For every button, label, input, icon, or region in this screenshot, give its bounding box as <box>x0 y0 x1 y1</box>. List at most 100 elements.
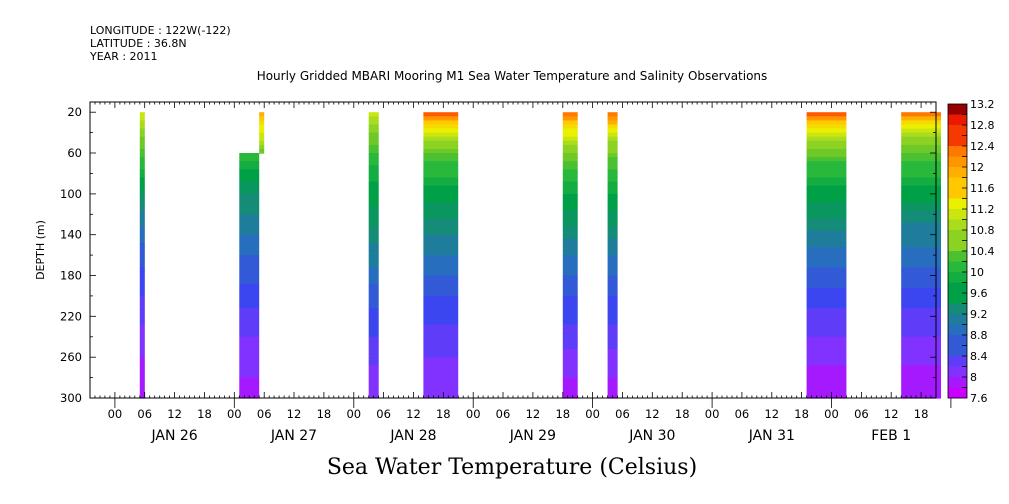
x-tick-label: 00 <box>824 407 839 421</box>
heatmap-cell <box>901 332 941 338</box>
heatmap-cell <box>607 124 618 130</box>
heatmap-cell <box>607 332 618 338</box>
heatmap-cell <box>423 124 459 130</box>
heatmap-cell <box>139 169 145 175</box>
heatmap-cell <box>423 316 459 321</box>
heatmap-cell <box>562 206 578 211</box>
heatmap-cell <box>901 304 941 309</box>
heatmap-cell <box>239 234 260 240</box>
heatmap-cell <box>139 173 145 179</box>
heatmap-cell <box>806 389 847 395</box>
heatmap-cell <box>562 349 578 354</box>
heatmap-cell <box>139 312 145 317</box>
colorbar-swatch <box>948 104 967 115</box>
heatmap-cell <box>806 173 847 179</box>
heatmap-cell <box>368 369 379 375</box>
heatmap-cell <box>901 381 941 387</box>
heatmap-cell <box>139 393 145 399</box>
colorbar-swatch <box>948 261 967 273</box>
heatmap-cell <box>239 373 260 379</box>
x-tick-label: 12 <box>287 407 302 421</box>
heatmap-cell <box>423 381 459 387</box>
heatmap-cell <box>562 214 578 219</box>
heatmap-cell <box>368 189 379 195</box>
heatmap-cell <box>607 214 618 219</box>
heatmap-cell <box>139 275 145 281</box>
heatmap-cell <box>806 210 847 215</box>
heatmap-cell <box>806 222 847 228</box>
heatmap-cell <box>562 251 578 256</box>
heatmap-cell <box>139 157 145 162</box>
y-tick-label: 220 <box>60 309 82 323</box>
heatmap-cell <box>607 206 618 211</box>
heatmap-cell <box>607 222 618 228</box>
heatmap-cell <box>806 116 847 121</box>
heatmap-cell <box>607 320 618 326</box>
heatmap-cell <box>562 234 578 240</box>
heatmap-cell <box>901 161 941 166</box>
heatmap-cell <box>901 279 941 285</box>
heatmap-cell <box>806 165 847 170</box>
heatmap-block <box>259 112 265 154</box>
heatmap-cell <box>562 185 578 191</box>
heatmap-cell <box>423 157 459 162</box>
heatmap-cell <box>139 132 145 138</box>
heatmap-cell <box>806 369 847 375</box>
heatmap-cell <box>368 120 379 126</box>
heatmap-cell <box>139 336 145 342</box>
x-tick-label: 00 <box>108 407 123 421</box>
heatmap-cell <box>806 365 847 370</box>
heatmap-cell <box>368 328 379 334</box>
heatmap-cell <box>901 287 941 293</box>
heatmap-cell <box>806 349 847 354</box>
heatmap-cell <box>368 361 379 366</box>
heatmap-cell <box>901 308 941 313</box>
heatmap-cell <box>806 124 847 130</box>
heatmap-cell <box>607 173 618 179</box>
heatmap-cell <box>562 218 578 224</box>
heatmap-cell <box>607 116 618 121</box>
heatmap-cell <box>259 116 265 121</box>
heatmap-cell <box>607 161 618 166</box>
heatmap-cell <box>368 316 379 321</box>
heatmap-cell <box>239 157 260 162</box>
heatmap-cell <box>368 214 379 219</box>
heatmap-cell <box>901 373 941 379</box>
heatmap-cell <box>562 344 578 350</box>
heatmap-cell <box>139 202 145 207</box>
heatmap-cell <box>139 234 145 240</box>
heatmap-cell <box>239 385 260 391</box>
heatmap-cell <box>607 120 618 126</box>
heatmap-cell <box>607 169 618 175</box>
heatmap-cell <box>806 336 847 342</box>
heatmap-cell <box>901 336 941 342</box>
heatmap-cell <box>607 165 618 170</box>
heatmap-cell <box>423 173 459 179</box>
heatmap-cell <box>139 181 145 187</box>
heatmap-cell <box>368 373 379 379</box>
heatmap-cell <box>423 136 459 142</box>
heatmap-cell <box>139 369 145 375</box>
heatmap-block <box>562 112 578 399</box>
heatmap-cell <box>901 181 941 187</box>
heatmap-cell <box>806 381 847 387</box>
heatmap-cell <box>368 169 379 175</box>
heatmap-cell <box>562 283 578 289</box>
heatmap-cell <box>368 287 379 293</box>
heatmap-cell <box>562 149 578 154</box>
heatmap-cell <box>806 136 847 142</box>
heatmap-cell <box>368 202 379 207</box>
heatmap-block <box>368 112 379 399</box>
heatmap-cell <box>562 144 578 150</box>
heatmap-cell <box>139 149 145 154</box>
heatmap-cell <box>368 263 379 268</box>
heatmap-cell <box>139 385 145 391</box>
y-tick-label: 60 <box>67 146 82 160</box>
colorbar-swatch <box>948 125 967 136</box>
heatmap-cell <box>239 189 260 195</box>
heatmap-cell <box>562 393 578 399</box>
heatmap-cell <box>562 246 578 252</box>
y-tick-label: 100 <box>60 187 82 201</box>
heatmap-cell <box>607 312 618 317</box>
